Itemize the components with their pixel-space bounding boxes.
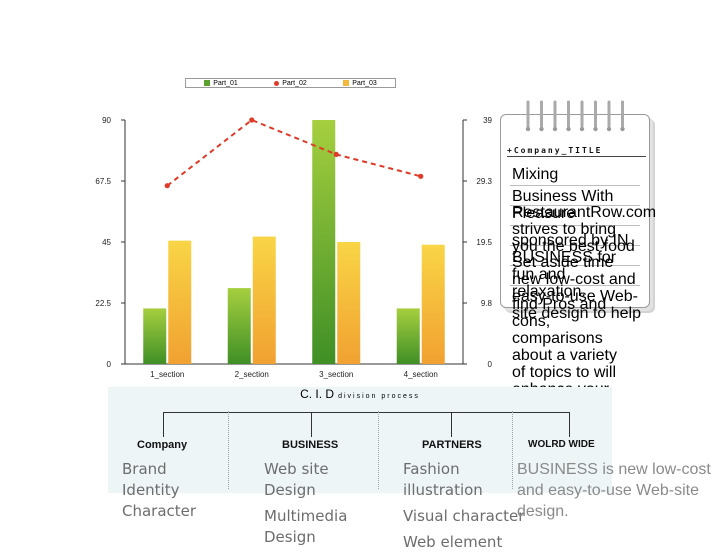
connector-company bbox=[163, 412, 164, 437]
column-item: Fashion illustration bbox=[403, 460, 483, 499]
ring-hole bbox=[525, 126, 531, 132]
tag-worldwide: WOLRD WIDE bbox=[524, 437, 599, 455]
legend-swatch-part-02 bbox=[274, 80, 280, 86]
connector-partners bbox=[451, 412, 452, 437]
legend-item-part-01: Part_01 bbox=[204, 80, 238, 87]
column-item: Visual character bbox=[403, 507, 525, 525]
legend-swatch-part-01 bbox=[204, 80, 211, 86]
bar-part-03 bbox=[421, 244, 445, 364]
process-subtitle: division process bbox=[338, 393, 420, 400]
left-tick-label: 45 bbox=[102, 238, 111, 247]
combo-chart: 0 22.5 45 67.5 90 0 9.8 19.5 29.3 39 1_section 2_se… bbox=[95, 116, 493, 379]
tag-worldwide-label: WOLRD WIDE bbox=[528, 439, 595, 450]
bar-part-01 bbox=[143, 308, 167, 364]
process-title-text: C. I. D bbox=[300, 387, 335, 401]
column-item: Web site Design bbox=[264, 460, 329, 499]
bar-part-01 bbox=[396, 308, 420, 364]
ring-hole bbox=[620, 126, 625, 132]
tag-company-label: Company bbox=[137, 439, 188, 451]
x-tick-label: 3_section bbox=[319, 370, 353, 379]
column-item: Brand Identity Character bbox=[122, 460, 197, 520]
process-band bbox=[108, 387, 612, 493]
x-tick-label: 2_section bbox=[235, 370, 269, 379]
chart-legend: Part_01 Part_02 Part_03 bbox=[185, 78, 396, 88]
point-part-02 bbox=[249, 117, 255, 123]
point-part-02 bbox=[418, 173, 424, 179]
right-tick-label: 19.5 bbox=[476, 238, 492, 247]
left-tick-label: 90 bbox=[102, 116, 111, 125]
ring-hole bbox=[593, 126, 598, 132]
left-tick-label: 67.5 bbox=[95, 177, 111, 186]
column-divider bbox=[378, 411, 379, 489]
column-divider bbox=[512, 411, 513, 489]
connector-horizontal bbox=[163, 412, 570, 413]
x-tick-label: 4_section bbox=[404, 370, 438, 379]
legend-label-part-02: Part_02 bbox=[282, 79, 307, 87]
bar-part-03 bbox=[168, 240, 192, 364]
spiral-binding-icon bbox=[525, 100, 625, 132]
legend-swatch-part-03 bbox=[343, 80, 350, 86]
tag-business-label: BUSINESS bbox=[282, 439, 339, 451]
tag-partners: PARTNERS bbox=[418, 437, 486, 455]
note-line-2: Business With Pleasure bbox=[512, 188, 614, 222]
left-tick-label: 22.5 bbox=[95, 299, 111, 308]
ring-hole bbox=[579, 126, 585, 132]
right-tick-label: 0 bbox=[488, 360, 493, 369]
tag-company: Company bbox=[133, 437, 193, 455]
column-partners: Fashion illustration Visual character We… bbox=[403, 459, 543, 558]
notepad-lines bbox=[510, 166, 640, 296]
notepad-tag: +Company_TITLE bbox=[507, 146, 646, 157]
worldwide-description: BUSINESS is new low-cost and easy-to-use… bbox=[517, 461, 711, 520]
note-line-3: RestaurantRow.com strives to bring you t… bbox=[512, 204, 657, 255]
bar-part-03 bbox=[252, 236, 276, 364]
bar-part-01 bbox=[312, 120, 336, 364]
right-tick-label: 39 bbox=[483, 116, 492, 125]
note-line-1: Mixing bbox=[512, 166, 559, 183]
right-tick-label: 9.8 bbox=[481, 299, 493, 308]
column-item: Multimedia Design bbox=[264, 507, 348, 546]
ring-hole bbox=[539, 126, 544, 132]
right-tick-label: 29.3 bbox=[476, 177, 492, 186]
bar-part-01 bbox=[227, 288, 251, 364]
x-tick-label: 1_section bbox=[150, 370, 184, 379]
connector-worldwide bbox=[569, 412, 570, 437]
tag-partners-label: PARTNERS bbox=[422, 439, 482, 451]
legend-label-part-03: Part_03 bbox=[352, 79, 377, 87]
bar-part-03 bbox=[337, 242, 361, 364]
column-company: Brand Identity Character bbox=[122, 459, 214, 527]
left-tick-label: 0 bbox=[107, 360, 112, 369]
line-part-02 bbox=[166, 118, 422, 187]
column-divider bbox=[228, 411, 229, 489]
point-part-02 bbox=[164, 183, 170, 189]
column-item: Web element bbox=[403, 533, 503, 551]
ring-hole bbox=[606, 126, 612, 132]
point-part-02 bbox=[333, 151, 339, 158]
column-business: Web site Design Multimedia Design bbox=[264, 459, 364, 553]
tag-business: BUSINESS bbox=[278, 437, 342, 455]
legend-item-part-03: Part_03 bbox=[343, 80, 377, 87]
ring-hole bbox=[552, 126, 558, 132]
ring-hole bbox=[566, 126, 571, 132]
note-line-4: sponsored by IN BUSINESS for fun and rel… bbox=[512, 232, 629, 300]
legend-label-part-01: Part_01 bbox=[213, 79, 238, 87]
legend-item-part-02: Part_02 bbox=[274, 80, 307, 87]
connector-business bbox=[311, 412, 312, 437]
note-line-5: Set aside time new low-cost and easy-to-… bbox=[512, 254, 641, 322]
